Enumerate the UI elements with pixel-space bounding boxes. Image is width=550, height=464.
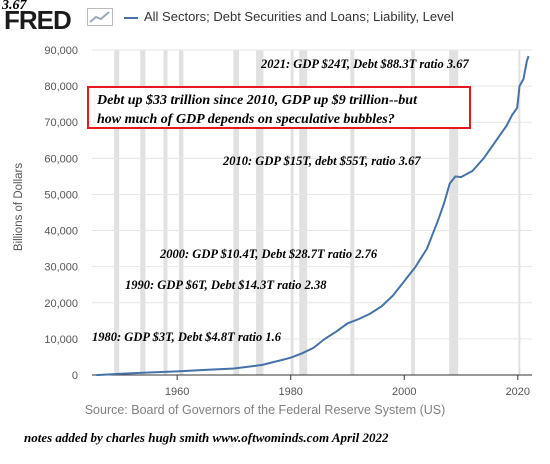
y-tick-label: 30,000 — [44, 262, 78, 274]
y-tick-label: 0 — [72, 370, 78, 382]
recession-band-9 — [411, 50, 416, 375]
y-tick-label: 90,000 — [44, 45, 78, 57]
y-tick-label: 80,000 — [44, 81, 78, 93]
y-tick-label: 50,000 — [44, 189, 78, 201]
y-tick-label: 40,000 — [44, 226, 78, 238]
y-tick-label: 10,000 — [44, 334, 78, 346]
corner-note: 3.67 — [2, 0, 27, 13]
x-tick-label: 1960 — [165, 386, 189, 398]
recession-band-2 — [163, 50, 168, 375]
recession-bands — [114, 50, 521, 375]
annotation-3: 1990: GDP $6T, Debt $14.3T ratio 2.38 — [125, 278, 327, 292]
source-text[interactable]: Source: Board of Governors of the Federa… — [84, 403, 446, 417]
x-tick-labels: 1960 1980 2000 2020 — [165, 386, 530, 398]
legend-series-label[interactable]: All Sectors; Debt Securities and Loans; … — [144, 9, 454, 24]
x-tick-label: 1980 — [278, 386, 302, 398]
recession-band-3 — [178, 50, 184, 375]
y-tick-label: 20,000 — [44, 298, 78, 310]
annotation-4: 1980: GDP $3T, Debt $4.8T ratio 1.6 — [92, 330, 282, 344]
logo-graph-icon — [87, 8, 113, 26]
annotation-1: 2010: GDP $15T, debt $55T, ratio 3.67 — [222, 154, 421, 168]
recession-band-7 — [299, 50, 308, 375]
chart: 0 10,000 20,000 30,000 40,000 50,000 60,000 70,… — [13, 45, 532, 398]
recession-band-11 — [518, 50, 521, 375]
callout-line-1: Debt up $33 trillion since 2010, GDP up … — [97, 93, 417, 108]
y-tick-label: 60,000 — [44, 153, 78, 165]
recession-band-8 — [350, 50, 355, 375]
callout-line-2: how much of GDP depends on speculative b… — [97, 112, 395, 127]
recession-band-0 — [114, 50, 120, 375]
y-axis-label: Billions of Dollars — [13, 163, 25, 251]
y-tick-label: 70,000 — [44, 117, 78, 129]
x-tick-marks — [176, 375, 519, 380]
y-tick-labels: 0 10,000 20,000 30,000 40,000 50,000 60,000 70,… — [44, 45, 78, 382]
callout-box: Debt up $33 trillion since 2010, GDP up … — [87, 86, 471, 129]
annotation-2: 2000: GDP $10.4T, Debt $28.7T ratio 2.76 — [159, 247, 378, 261]
x-tick-label: 2000 — [392, 386, 416, 398]
annotations: 2021: GDP $24T, Debt $88.3T ratio 3.67 20… — [92, 57, 469, 344]
recession-band-6 — [290, 50, 294, 375]
annotation-0: 2021: GDP $24T, Debt $88.3T ratio 3.67 — [260, 57, 469, 71]
fred-logo[interactable]: FRED — [4, 5, 72, 35]
x-tick-label: 2020 — [506, 386, 530, 398]
recession-band-5 — [256, 50, 264, 375]
legend-line-swatch — [124, 17, 138, 19]
footer-note: notes added by charles hugh smith www.of… — [24, 430, 389, 445]
recession-band-10 — [449, 50, 459, 375]
recession-band-1 — [140, 50, 146, 375]
series-line — [96, 55, 530, 376]
recession-band-4 — [233, 50, 240, 375]
